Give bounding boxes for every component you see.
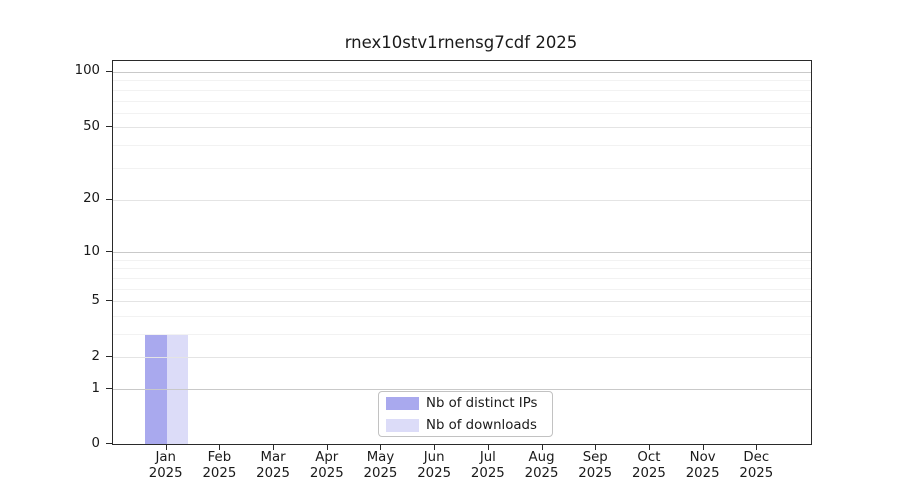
legend-entry-distinct-ips: Nb of distinct IPs <box>386 396 544 411</box>
x-tick-year: 2025 <box>685 465 720 481</box>
x-tick-year: 2025 <box>739 465 774 481</box>
x-tick-year: 2025 <box>256 465 290 481</box>
y-gridline <box>113 357 811 359</box>
legend-swatch-downloads-icon <box>386 418 419 432</box>
x-tick-mark <box>756 444 758 450</box>
bar-downloads <box>166 333 189 444</box>
y-gridline-minor <box>113 100 811 102</box>
legend-entry-downloads: Nb of downloads <box>386 418 544 433</box>
x-tick-label: Jul 2025 <box>456 450 520 481</box>
y-tick-label: 100 <box>74 63 100 79</box>
y-tick-mark <box>106 126 112 128</box>
x-tick-year: 2025 <box>309 465 344 481</box>
x-tick-mark <box>541 444 543 450</box>
y-tick-mark <box>106 388 112 390</box>
y-gridline-minor <box>113 268 811 270</box>
x-tick-label: Oct 2025 <box>617 450 681 481</box>
x-tick-mark <box>165 444 167 450</box>
y-tick-label: 10 <box>83 243 100 259</box>
y-gridline-minor <box>113 333 811 335</box>
y-gridline-minor <box>113 89 811 91</box>
x-tick-year: 2025 <box>578 465 613 481</box>
y-tick-mark <box>106 443 112 444</box>
y-gridline-minor <box>113 167 811 169</box>
chart-legend: Nb of distinct IPs Nb of downloads <box>378 391 553 437</box>
x-tick-year: 2025 <box>202 465 237 481</box>
y-gridline-major <box>113 71 811 73</box>
y-gridline <box>113 199 811 201</box>
x-tick-label: May 2025 <box>348 450 412 481</box>
x-tick-label: Jan 2025 <box>134 450 198 481</box>
x-tick-year: 2025 <box>470 465 505 481</box>
y-gridline <box>113 301 811 303</box>
x-tick-year: 2025 <box>632 465 666 481</box>
legend-swatch-distinct-ips-icon <box>386 396 419 410</box>
x-tick-mark <box>273 444 275 450</box>
x-tick-mark <box>487 444 489 450</box>
legend-label-distinct-ips: Nb of distinct IPs <box>426 395 538 411</box>
y-gridline-minor <box>113 112 811 114</box>
x-tick-year: 2025 <box>417 465 452 481</box>
x-tick-mark <box>434 444 436 450</box>
y-tick-label: 20 <box>83 191 100 207</box>
y-tick-label: 1 <box>91 380 100 396</box>
legend-label-downloads: Nb of downloads <box>426 417 537 433</box>
x-tick-mark <box>702 444 704 450</box>
y-gridline-major <box>113 252 811 254</box>
x-tick-mark <box>595 444 597 450</box>
x-tick-mark <box>326 444 328 450</box>
y-tick-label: 50 <box>83 118 100 134</box>
y-tick-mark <box>106 356 112 358</box>
y-tick-mark <box>106 70 112 72</box>
x-tick-year: 2025 <box>363 465 398 481</box>
y-tick-label: 0 <box>91 435 100 451</box>
plot-area <box>112 60 812 445</box>
y-tick-label: 5 <box>91 292 100 308</box>
x-tick-label: Aug 2025 <box>510 450 574 481</box>
x-tick-label: Mar 2025 <box>241 450 305 481</box>
bar-distinct-ips <box>145 333 167 444</box>
y-gridline <box>113 127 811 129</box>
x-tick-mark <box>219 444 221 450</box>
y-gridline-minor <box>113 315 811 317</box>
x-tick-mark <box>648 444 650 450</box>
y-tick-mark <box>106 251 112 253</box>
x-tick-year: 2025 <box>148 465 183 481</box>
y-gridline-minor <box>113 277 811 279</box>
chart-title: rnex10stv1rnensg7cdf 2025 <box>344 33 578 52</box>
y-tick-mark <box>106 300 112 302</box>
x-tick-year: 2025 <box>524 465 559 481</box>
y-tick-label: 2 <box>91 348 100 364</box>
x-tick-mark <box>380 444 382 450</box>
y-gridline-major <box>113 389 811 391</box>
x-tick-label: Nov 2025 <box>671 450 735 481</box>
y-gridline-minor <box>113 288 811 290</box>
y-gridline-minor <box>113 145 811 147</box>
y-gridline-minor <box>113 80 811 82</box>
x-tick-label: Dec 2025 <box>724 450 788 481</box>
x-tick-label: Jun 2025 <box>402 450 466 481</box>
x-tick-label: Apr 2025 <box>295 450 359 481</box>
x-tick-label: Feb 2025 <box>187 450 251 481</box>
y-gridline-minor <box>113 259 811 261</box>
y-tick-mark <box>106 198 112 200</box>
x-tick-label: Sep 2025 <box>563 450 627 481</box>
